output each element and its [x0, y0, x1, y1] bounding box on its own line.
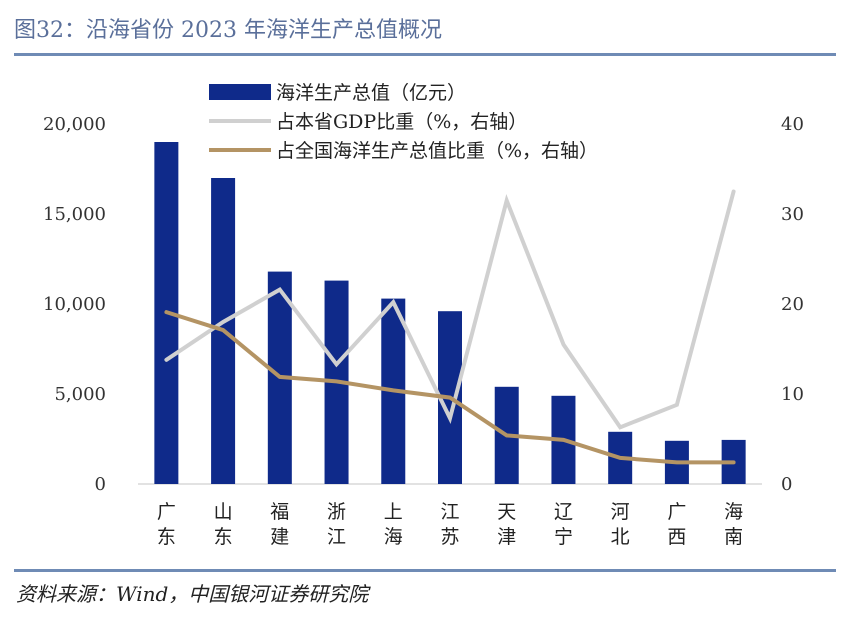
- legend-label-bar: 海洋生产总值（亿元）: [276, 82, 466, 104]
- y-left-tick-label: 15,000: [43, 204, 106, 225]
- legend-label-line-0: 占本省GDP比重（%，右轴）: [276, 111, 527, 133]
- category-char: 南: [724, 526, 743, 548]
- category-char: 东: [214, 526, 233, 548]
- category-label-3: 浙江: [327, 501, 346, 548]
- category-char: 海: [384, 526, 403, 548]
- legend-swatch-bar: [209, 84, 271, 100]
- category-label-10: 海南: [724, 501, 743, 548]
- legend: 海洋生产总值（亿元） 占本省GDP比重（%，右轴） 占全国海洋生产总值比重（%，右轴…: [209, 82, 598, 162]
- y-right-tick-label: 40: [781, 114, 804, 135]
- category-char: 天: [497, 501, 516, 523]
- category-char: 福: [270, 501, 289, 523]
- category-char: 上: [384, 501, 403, 523]
- figure-title: 图32：沿海省份 2023 年海洋生产总值概况: [14, 18, 442, 43]
- category-label-1: 山东: [214, 501, 233, 548]
- category-char: 辽: [554, 501, 573, 523]
- y-right-tick-label: 10: [781, 384, 804, 405]
- category-char: 苏: [440, 526, 459, 548]
- category-label-0: 广东: [157, 501, 176, 548]
- category-char: 山: [214, 501, 233, 523]
- category-char: 东: [157, 526, 176, 548]
- y-left-tick-label: 0: [95, 474, 106, 495]
- source-divider: [14, 569, 836, 572]
- category-char: 江: [327, 526, 346, 548]
- legend-label-line-1: 占全国海洋生产总值比重（%，右轴）: [276, 140, 598, 162]
- category-char: 海: [724, 501, 743, 523]
- category-label-7: 辽宁: [554, 501, 573, 548]
- y-right-tick-label: 0: [781, 474, 792, 495]
- legend-item-line-0: 占本省GDP比重（%，右轴）: [209, 111, 527, 133]
- category-label-4: 上海: [384, 501, 403, 548]
- category-char: 宁: [554, 526, 573, 548]
- y-left-tick-label: 5,000: [54, 384, 106, 405]
- tick-labels: 0 5,000 10,000 15,000 20,000 0 10 20 30 40: [43, 114, 804, 495]
- y-left-tick-label: 10,000: [43, 294, 106, 315]
- y-right-tick-label: 20: [781, 294, 804, 315]
- line-series: [164, 189, 736, 465]
- y-left-tick-label: 20,000: [43, 114, 106, 135]
- category-char: 西: [667, 526, 686, 548]
- category-label-8: 河北: [611, 501, 630, 548]
- legend-item-bar: 海洋生产总值（亿元）: [209, 82, 466, 104]
- category-label-6: 天津: [497, 501, 516, 548]
- category-char: 津: [497, 526, 516, 548]
- title-divider: [14, 53, 836, 56]
- category-char: 广: [157, 501, 176, 523]
- category-label-9: 广西: [667, 501, 686, 548]
- category-label-2: 福建: [270, 501, 289, 548]
- category-char: 河: [611, 501, 630, 523]
- legend-item-line-1: 占全国海洋生产总值比重（%，右轴）: [209, 140, 598, 162]
- source-note: 资料来源：Wind，中国银河证券研究院: [16, 582, 369, 606]
- category-char: 浙: [327, 501, 346, 523]
- category-char: 北: [611, 526, 630, 548]
- bar-series: [154, 142, 746, 484]
- category-char: 广: [667, 501, 686, 523]
- category-char: 江: [440, 501, 459, 523]
- category-label-5: 江苏: [440, 501, 459, 548]
- category-char: 建: [270, 526, 289, 548]
- y-right-tick-label: 30: [781, 204, 804, 225]
